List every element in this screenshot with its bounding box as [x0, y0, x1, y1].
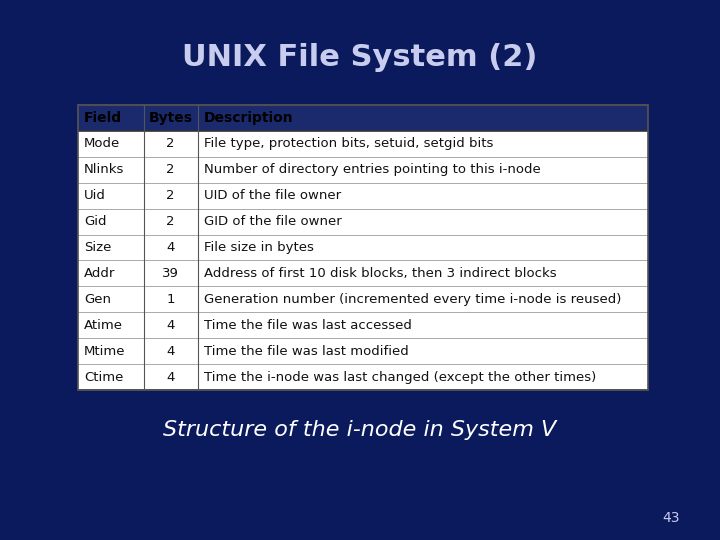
Text: Field: Field [84, 111, 122, 125]
Text: 43: 43 [662, 511, 680, 525]
Text: Time the file was last accessed: Time the file was last accessed [204, 319, 412, 332]
Text: Nlinks: Nlinks [84, 163, 125, 176]
Text: Uid: Uid [84, 189, 106, 202]
Text: Gen: Gen [84, 293, 111, 306]
Text: 2: 2 [166, 163, 175, 176]
Text: Address of first 10 disk blocks, then 3 indirect blocks: Address of first 10 disk blocks, then 3 … [204, 267, 557, 280]
Bar [78, 105, 648, 390]
Text: 4: 4 [166, 370, 175, 383]
Text: Description: Description [204, 111, 293, 125]
Text: GID of the file owner: GID of the file owner [204, 215, 341, 228]
Text: 2: 2 [166, 137, 175, 150]
Text: Addr: Addr [84, 267, 115, 280]
Text: 2: 2 [166, 215, 175, 228]
Text: 2: 2 [166, 189, 175, 202]
Text: 4: 4 [166, 241, 175, 254]
Text: Bytes: Bytes [148, 111, 193, 125]
Text: Time the i-node was last changed (except the other times): Time the i-node was last changed (except… [204, 370, 596, 383]
Text: Mode: Mode [84, 137, 120, 150]
Text: Gid: Gid [84, 215, 107, 228]
Text: Ctime: Ctime [84, 370, 123, 383]
Text: Mtime: Mtime [84, 345, 125, 357]
Text: 4: 4 [166, 319, 175, 332]
Text: UID of the file owner: UID of the file owner [204, 189, 341, 202]
Text: 1: 1 [166, 293, 175, 306]
Text: Atime: Atime [84, 319, 123, 332]
Text: 39: 39 [162, 267, 179, 280]
Bar [78, 105, 648, 131]
Text: File type, protection bits, setuid, setgid bits: File type, protection bits, setuid, setg… [204, 137, 493, 150]
Text: Size: Size [84, 241, 112, 254]
Text: File size in bytes: File size in bytes [204, 241, 314, 254]
Bar [78, 105, 648, 390]
Text: UNIX File System (2): UNIX File System (2) [182, 44, 538, 72]
Text: Time the file was last modified: Time the file was last modified [204, 345, 408, 357]
Text: Generation number (incremented every time i-node is reused): Generation number (incremented every tim… [204, 293, 621, 306]
Text: 4: 4 [166, 345, 175, 357]
Text: Number of directory entries pointing to this i-node: Number of directory entries pointing to … [204, 163, 541, 176]
Text: Structure of the i-node in System V: Structure of the i-node in System V [163, 420, 557, 440]
